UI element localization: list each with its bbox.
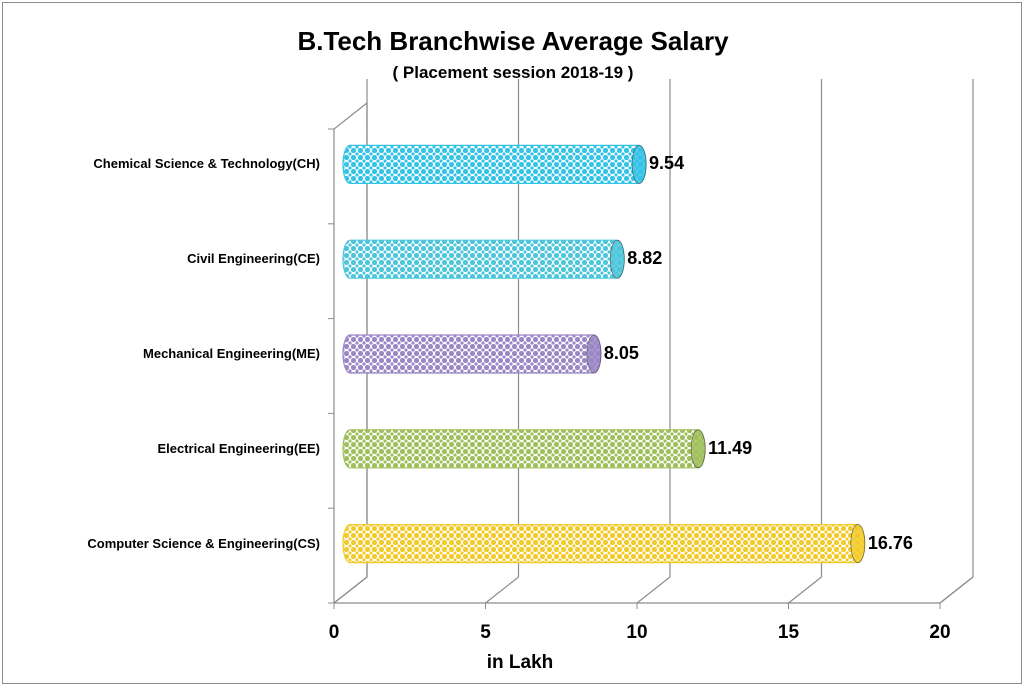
- data-label: 8.05: [603, 343, 639, 363]
- y-tick-label: Computer Science & Engineering(CS): [87, 535, 320, 551]
- y-tick-label: Civil Engineering(CE): [187, 251, 320, 267]
- bar-body: [342, 144, 647, 184]
- bar-body: [342, 429, 706, 469]
- chart-title: B.Tech Branchwise Average Salary: [297, 26, 729, 56]
- bar: [342, 524, 866, 564]
- bar-end-cap: [690, 429, 706, 469]
- x-tick-label: 5: [480, 622, 491, 643]
- y-tick-label: Electrical Engineering(EE): [157, 440, 320, 456]
- floor-gridline: [485, 576, 519, 604]
- bar: [342, 144, 647, 184]
- y-tick-label: Chemical Science & Technology(CH): [93, 156, 320, 172]
- floor-gridline: [939, 576, 974, 604]
- x-axis-label: in Lakh: [486, 652, 554, 673]
- bar-end-cap: [609, 239, 625, 279]
- data-label: 8.82: [627, 248, 663, 269]
- chart-bars: [342, 144, 866, 564]
- data-label: 16.76: [867, 532, 913, 553]
- bar-body: [342, 524, 866, 564]
- bar-end-cap: [586, 334, 602, 374]
- data-label: 9.54: [649, 153, 685, 174]
- bar-body: [342, 239, 625, 279]
- x-tick-label: 0: [328, 622, 340, 643]
- bar-end-cap: [850, 524, 866, 563]
- bar: [342, 334, 602, 374]
- x-tick-label: 15: [777, 622, 800, 643]
- y-tick-label: Mechanical Engineering(ME): [143, 346, 320, 361]
- floor-gridline: [636, 576, 671, 604]
- x-tick-label: 20: [929, 622, 951, 643]
- bar: [342, 429, 706, 469]
- floor-gridline: [333, 576, 368, 604]
- bar-body: [342, 334, 602, 374]
- floor-gridline: [788, 576, 822, 604]
- x-tick-label: 10: [626, 622, 648, 643]
- chart-subtitle: ( Placement session 2018-19 ): [392, 63, 634, 82]
- data-label: 11.49: [708, 437, 753, 458]
- bar-end-cap: [631, 145, 647, 184]
- bar: [342, 239, 625, 279]
